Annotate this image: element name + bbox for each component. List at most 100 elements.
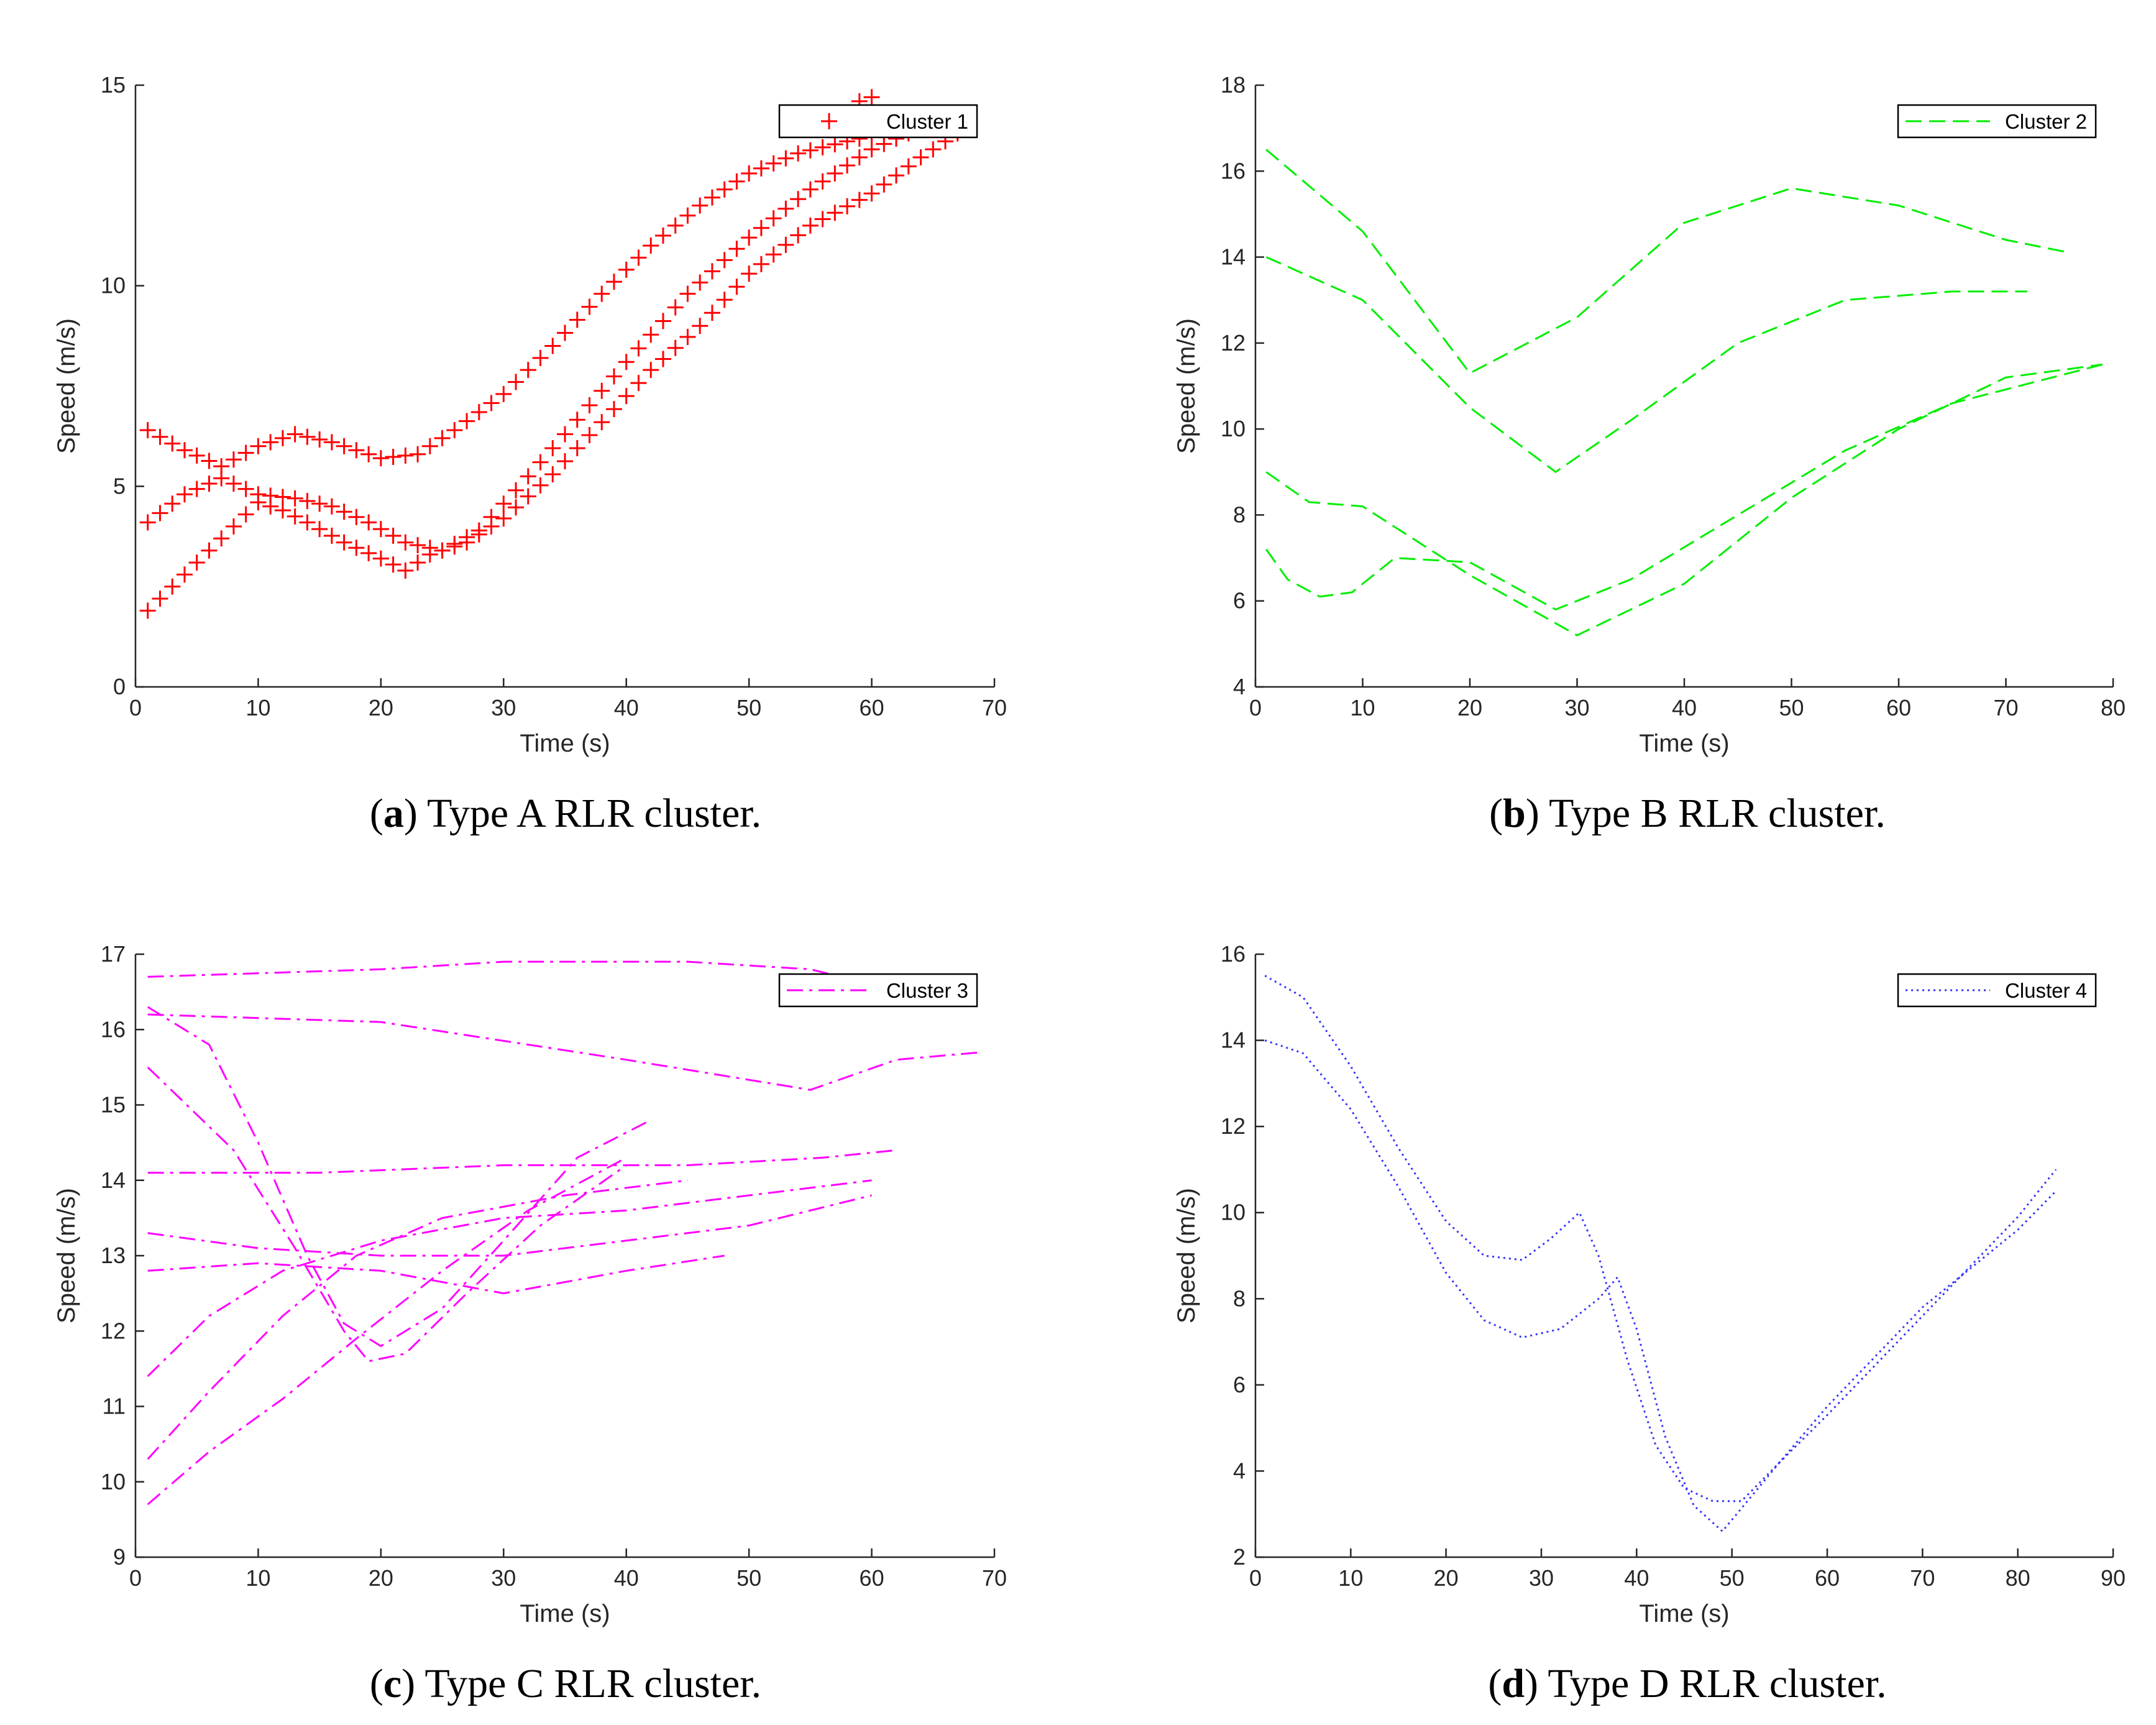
y-tick-label: 13 bbox=[101, 1243, 126, 1268]
plot-area bbox=[1255, 85, 2113, 687]
y-tick-label: 0 bbox=[113, 674, 126, 699]
y-tick-label: 2 bbox=[1233, 1544, 1245, 1570]
plus-marker bbox=[594, 414, 610, 431]
plus-marker bbox=[520, 488, 536, 505]
legend-label: Cluster 3 bbox=[886, 979, 968, 1002]
plus-marker bbox=[839, 157, 856, 174]
plus-marker bbox=[581, 298, 598, 315]
plus-marker bbox=[643, 326, 659, 343]
legend-box bbox=[1897, 973, 2097, 1008]
plus-marker bbox=[385, 449, 401, 466]
plus-marker bbox=[495, 385, 512, 402]
x-tick-label: 80 bbox=[2101, 695, 2126, 720]
plus-marker bbox=[360, 514, 377, 531]
plus-marker bbox=[421, 438, 438, 454]
legend-label: Cluster 2 bbox=[2005, 110, 2087, 133]
plus-marker bbox=[274, 430, 291, 446]
plus-marker bbox=[410, 536, 426, 553]
y-tick-label: 18 bbox=[1221, 72, 1245, 98]
y-tick-label: 8 bbox=[1233, 1286, 1245, 1311]
caption-letter: a bbox=[383, 791, 404, 836]
plus-marker bbox=[667, 217, 684, 234]
y-tick-label: 10 bbox=[101, 273, 126, 298]
plus-marker bbox=[679, 207, 696, 224]
plus-marker bbox=[716, 292, 733, 308]
plus-marker bbox=[397, 447, 414, 464]
x-tick-label: 0 bbox=[129, 1565, 142, 1591]
plus-marker bbox=[188, 554, 205, 571]
x-tick-label: 80 bbox=[2006, 1565, 2030, 1591]
plus-marker bbox=[778, 236, 794, 253]
plus-marker bbox=[630, 340, 647, 357]
plus-marker bbox=[299, 514, 316, 531]
plus-marker bbox=[336, 438, 352, 454]
plus-marker bbox=[532, 454, 549, 471]
plus-marker bbox=[225, 451, 242, 468]
plus-marker bbox=[753, 160, 769, 177]
plus-marker bbox=[410, 446, 426, 462]
plus-marker bbox=[348, 442, 365, 459]
series-line-7 bbox=[147, 1179, 688, 1460]
plus-marker bbox=[250, 438, 267, 454]
x-tick-label: 70 bbox=[1993, 695, 2018, 720]
plus-marker bbox=[643, 362, 659, 379]
plus-marker bbox=[139, 421, 156, 438]
plus-marker bbox=[679, 328, 696, 345]
plus-marker bbox=[495, 495, 512, 512]
plus-marker bbox=[888, 167, 905, 184]
x-tick-label: 40 bbox=[614, 695, 639, 720]
plus-marker bbox=[790, 145, 807, 162]
plus-marker bbox=[594, 382, 610, 399]
x-tick-label: 10 bbox=[245, 1565, 270, 1591]
plus-marker bbox=[225, 518, 242, 535]
plus-marker bbox=[569, 412, 585, 428]
caption-open-paren: ( bbox=[1489, 791, 1503, 836]
plus-marker bbox=[262, 498, 279, 515]
plus-marker bbox=[213, 530, 230, 547]
panel-c: 0 10 20 30 40 50 60 70 9 10 11 12 13 14 15 16 17 Time (s)… bbox=[53, 941, 1007, 1706]
caption-text: Type D RLR cluster. bbox=[1538, 1661, 1887, 1706]
plus-marker bbox=[287, 490, 303, 507]
plus-marker bbox=[557, 453, 573, 469]
x-tick-label: 50 bbox=[736, 1565, 761, 1591]
plus-marker bbox=[164, 578, 181, 595]
plus-marker bbox=[692, 274, 709, 291]
plus-marker bbox=[520, 362, 536, 379]
plus-marker bbox=[679, 285, 696, 302]
plus-marker bbox=[372, 550, 389, 567]
plus-marker bbox=[704, 305, 720, 321]
x-tick-label: 30 bbox=[1564, 695, 1589, 720]
panel-b: 0 10 20 30 40 50 60 70 80 4 6 8 10 12 14 16 18 Time (s) Sp… bbox=[1173, 72, 2126, 836]
plus-marker bbox=[863, 185, 880, 202]
y-tick-label: 14 bbox=[1221, 244, 1245, 270]
plus-marker bbox=[495, 510, 512, 527]
plus-marker bbox=[581, 427, 598, 444]
plot-area bbox=[135, 85, 994, 687]
plus-marker bbox=[176, 442, 193, 459]
plus-marker bbox=[790, 191, 807, 208]
plus-marker bbox=[605, 368, 622, 385]
plus-marker bbox=[201, 476, 218, 492]
plus-marker bbox=[139, 602, 156, 619]
plus-marker bbox=[508, 499, 525, 516]
caption-letter: b bbox=[1503, 791, 1526, 836]
caption-close-paren: ) bbox=[404, 791, 418, 836]
plus-marker bbox=[287, 426, 303, 443]
plus-marker bbox=[164, 435, 181, 452]
legend-label: Cluster 4 bbox=[2005, 979, 2087, 1002]
panel-d: 0 10 20 30 40 50 60 70 80 90 2 4 6 8 10 12 14 16 Time (s) S… bbox=[1173, 941, 2126, 1706]
y-tick-label: 8 bbox=[1233, 502, 1245, 527]
caption-close-paren: ) bbox=[1525, 1661, 1538, 1706]
plus-marker bbox=[765, 210, 782, 227]
x-tick-label: 60 bbox=[860, 1565, 884, 1591]
plus-marker bbox=[421, 546, 438, 563]
plus-marker bbox=[459, 534, 475, 551]
plus-marker bbox=[765, 246, 782, 263]
plus-marker bbox=[164, 495, 181, 512]
y-axis-label: Speed (m/s) bbox=[1173, 318, 1200, 454]
plus-marker bbox=[728, 278, 745, 295]
y-axis-label: Speed (m/s) bbox=[1173, 1188, 1200, 1323]
plus-marker bbox=[839, 198, 856, 214]
x-tick-label: 0 bbox=[1249, 695, 1262, 720]
